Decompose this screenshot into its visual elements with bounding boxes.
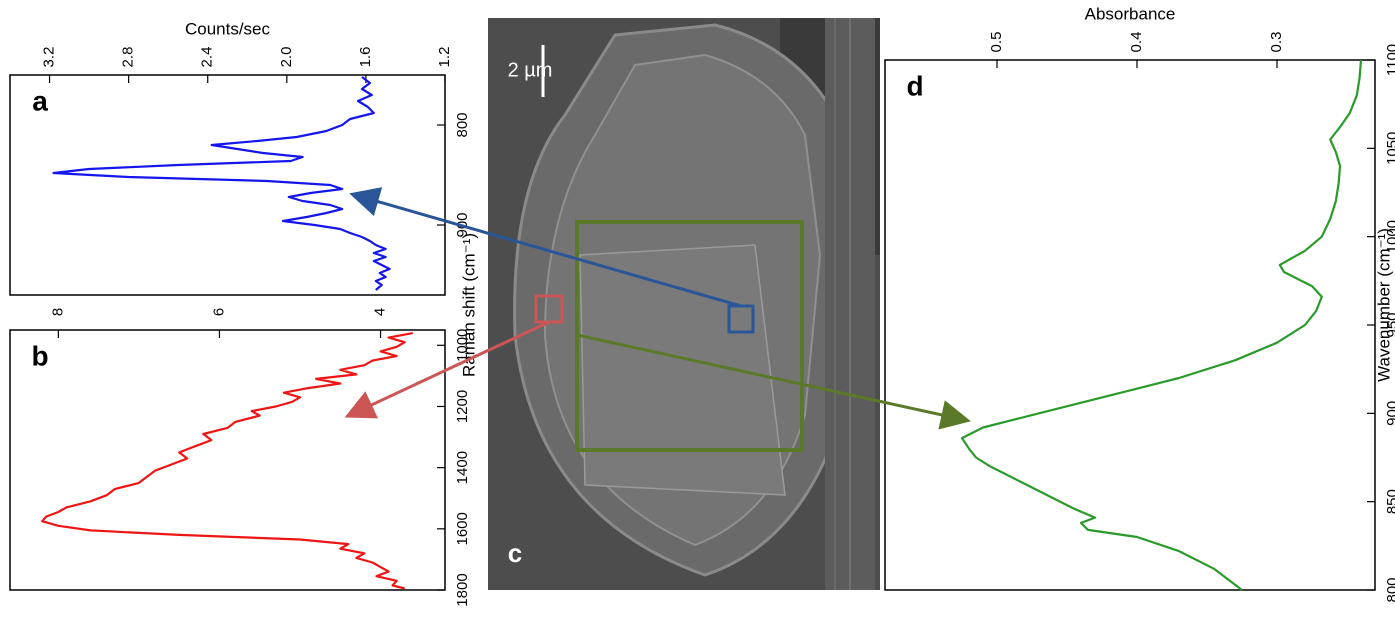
panel-label: a <box>32 85 48 116</box>
x-tick-label: 800 <box>454 112 471 137</box>
y-tick-label: 1.6 <box>357 47 374 68</box>
y-tick-label: 0.3 <box>1268 32 1285 53</box>
sem-image-panel: 2 µm c <box>488 18 880 590</box>
panel-label: d <box>906 70 923 101</box>
panel-a-frame <box>9 74 446 296</box>
x-tick-label: 1600 <box>454 512 471 545</box>
y-tick-label: 2.0 <box>278 47 295 68</box>
panel-d-frame <box>884 59 1376 591</box>
x-tick-label: 1200 <box>454 390 471 423</box>
figure-rotated-180: 2 µm c 1.2 1.6 2.0 2.4 2.8 3.2 800 900 a Counts/s… <box>9 4 1395 607</box>
y-axis-label: Absorbance <box>1085 4 1176 23</box>
sem-lamella <box>579 244 786 496</box>
y-tick-label: 0.5 <box>988 32 1005 53</box>
x-tick-label: 950 <box>1384 312 1395 337</box>
x-tick-label: 1800 <box>454 573 471 606</box>
panel-c-label: c <box>508 538 522 568</box>
x-tick-label: 900 <box>1384 401 1395 426</box>
y-tick-label: 4 <box>372 308 389 316</box>
x-axis-label-wavenumber: Wavenumber (cm⁻¹) <box>1374 228 1393 382</box>
y-tick-label: 2.8 <box>120 47 137 68</box>
y-tick-label: 2.4 <box>199 47 216 68</box>
x-tick-label: 1000 <box>454 329 471 362</box>
arrow-red <box>344 320 550 419</box>
x-tick-label: 1000 <box>1384 220 1395 253</box>
arrow-green <box>576 333 971 430</box>
y-tick-label: 8 <box>49 308 66 316</box>
y-tick-label: 0.4 <box>1128 32 1145 53</box>
x-tick-label: 1050 <box>1384 132 1395 165</box>
x-tick-label: 1100 <box>1384 44 1395 76</box>
x-tick-label: 1400 <box>454 451 471 484</box>
panel-b: 4 6 8 1000 1200 1400 1600 1800 b <box>9 308 471 607</box>
scale-bar-label: 2 µm <box>508 59 553 81</box>
y-tick-label: 6 <box>210 308 227 316</box>
series-line <box>52 76 391 291</box>
y-tick-label: 1.2 <box>436 47 453 68</box>
y-tick-label: 3.2 <box>41 47 58 68</box>
y-axis-label: Counts/sec <box>185 19 271 38</box>
arrow-blue <box>349 187 742 308</box>
arrows <box>344 187 971 430</box>
x-axis-label-raman: Raman shift (cm⁻¹) <box>459 233 478 377</box>
panel-label: b <box>31 340 48 371</box>
series-line <box>960 59 1363 591</box>
series-line <box>41 332 414 590</box>
x-tick-label: 800 <box>1384 577 1395 602</box>
x-tick-label: 850 <box>1384 489 1395 514</box>
panel-a: 1.21.62.02.42.83.2800900aCounts/secRaman… <box>9 19 478 377</box>
panel-d: 0.3 0.4 0.5 1100 1050 1000 950 900 850 800 d Absorb… <box>884 4 1395 603</box>
panel-b-frame <box>9 329 446 591</box>
